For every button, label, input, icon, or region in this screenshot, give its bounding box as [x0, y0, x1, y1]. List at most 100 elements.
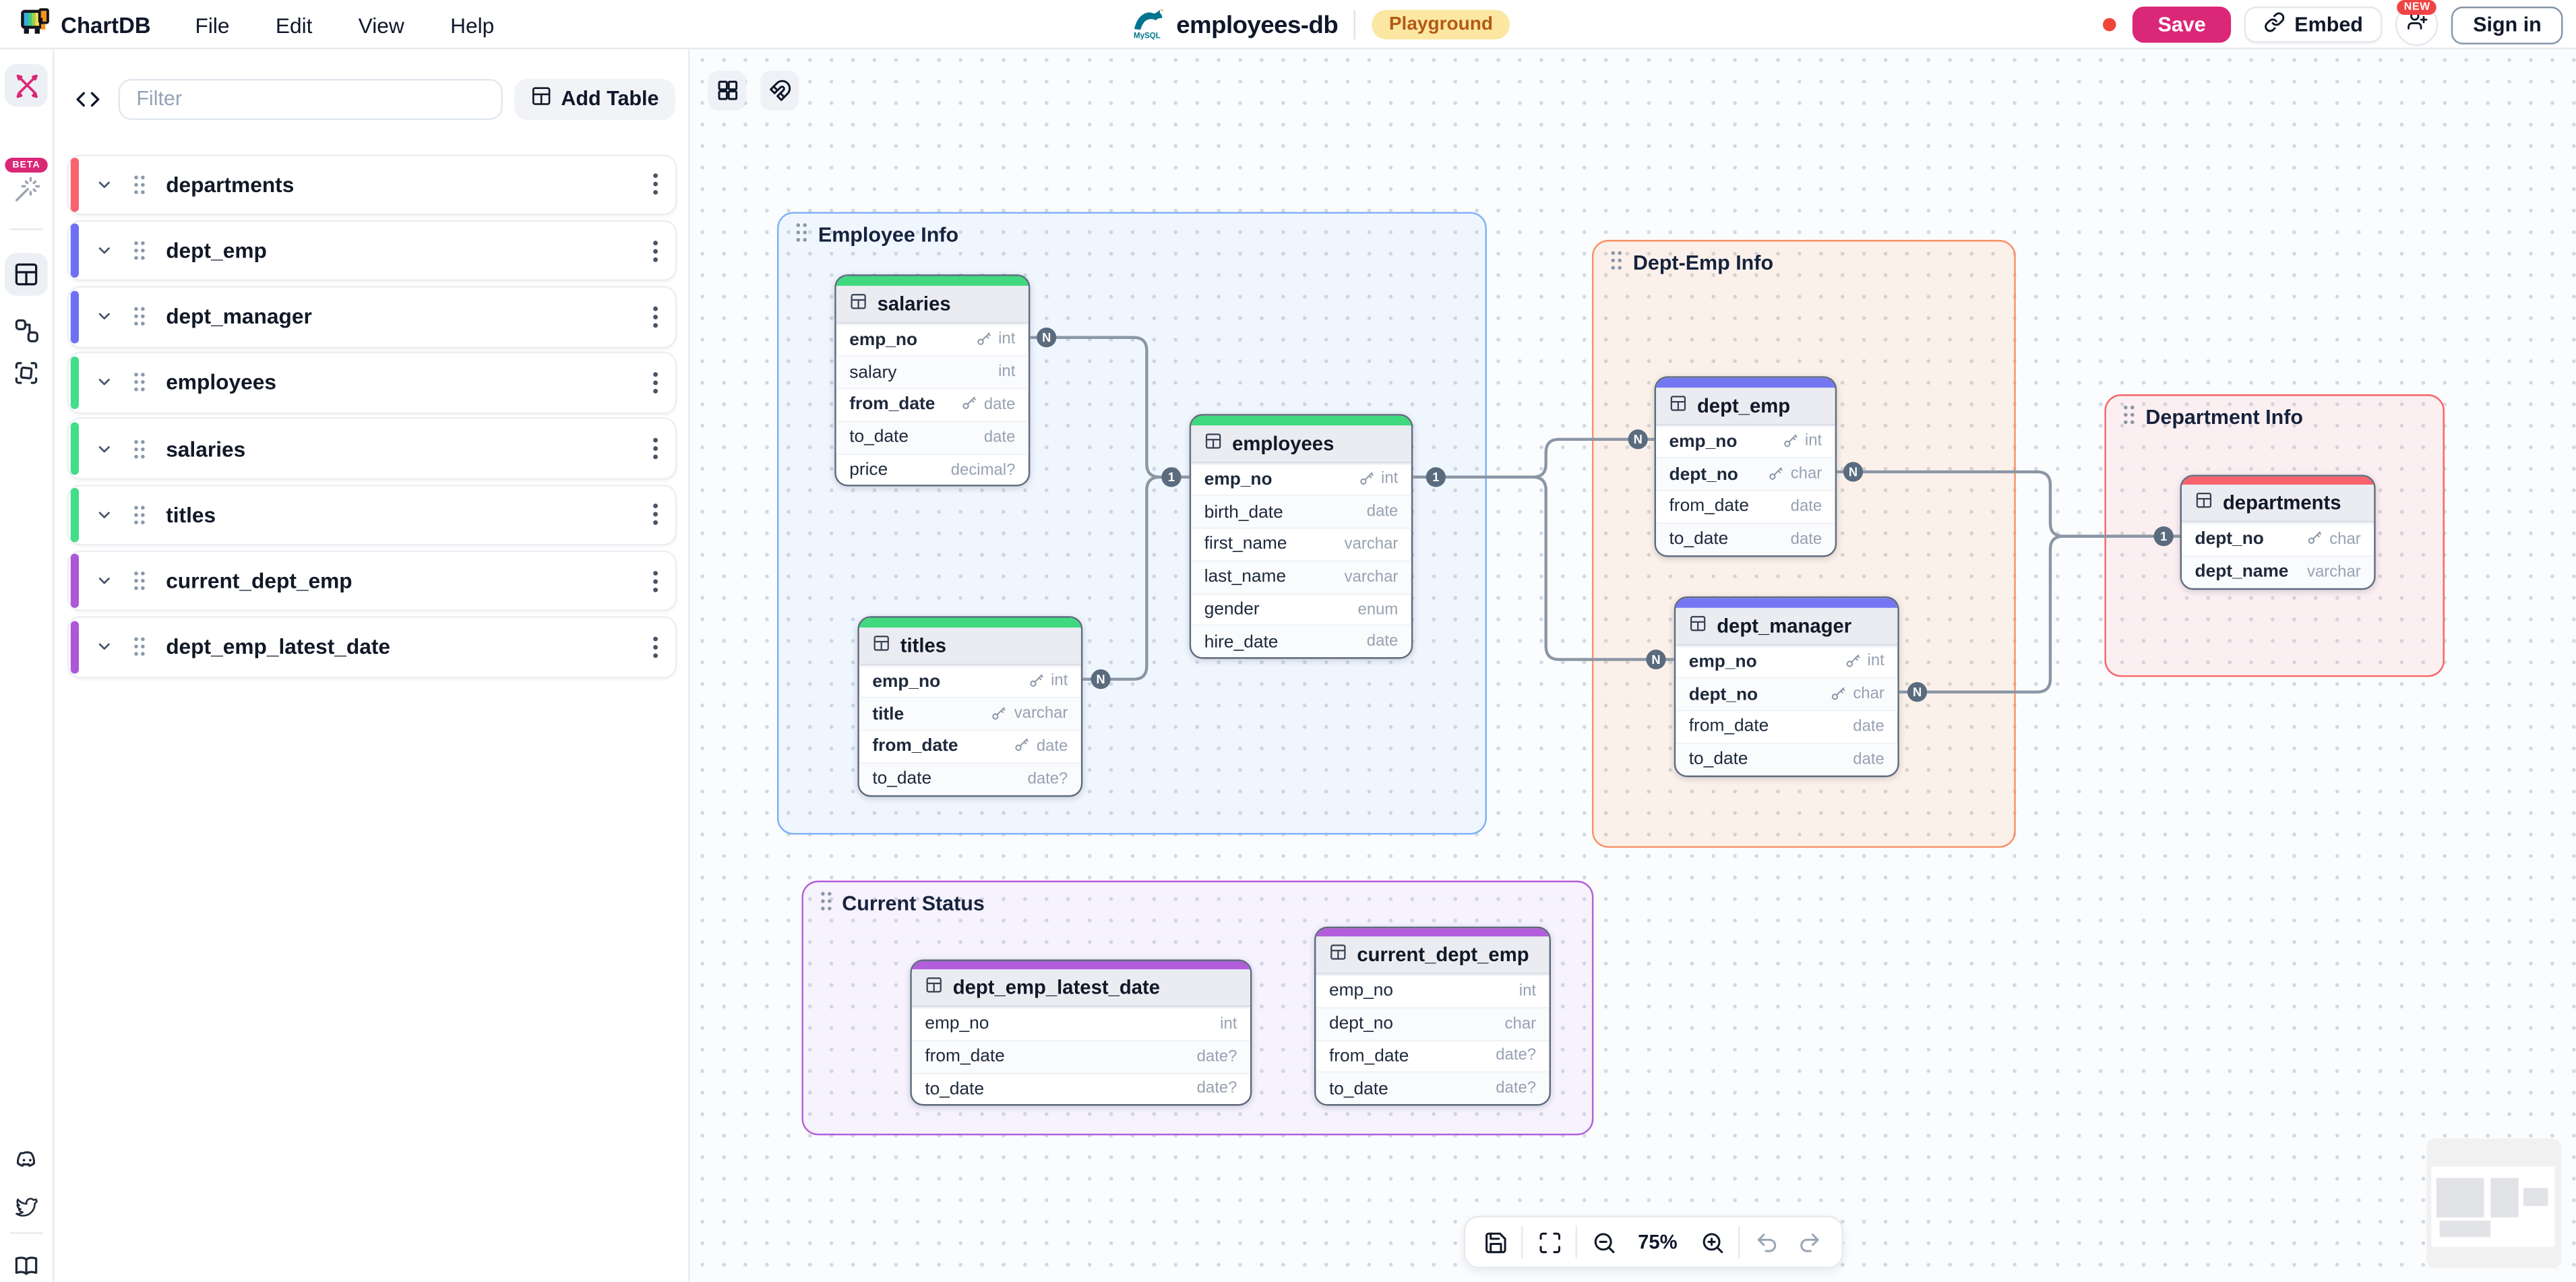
- table-header[interactable]: dept_emp: [1656, 387, 1835, 425]
- table-header[interactable]: employees: [1191, 425, 1411, 463]
- field-row-hire_date[interactable]: hire_date date: [1191, 625, 1411, 658]
- sidebar-item-dept_emp_latest_date[interactable]: dept_emp_latest_date: [67, 616, 677, 678]
- zoom-level[interactable]: 75%: [1638, 1230, 1678, 1254]
- sidebar-item-salaries[interactable]: salaries: [67, 418, 677, 480]
- drag-handle-icon[interactable]: [1608, 249, 1623, 275]
- field-row-emp_no[interactable]: emp_no int: [1316, 974, 1550, 1006]
- chevron-down-icon[interactable]: [95, 638, 113, 656]
- undo-icon[interactable]: [1745, 1221, 1787, 1263]
- save-button[interactable]: Save: [2133, 6, 2231, 43]
- menu-help[interactable]: Help: [450, 12, 495, 37]
- chevron-down-icon[interactable]: [95, 572, 113, 590]
- table-menu-icon[interactable]: [652, 503, 659, 526]
- diagram-table-dept_manager[interactable]: dept_manager emp_no int dept_no char from_dat…: [1674, 596, 1899, 777]
- field-row-dept_no[interactable]: dept_no char: [2182, 522, 2374, 555]
- chevron-down-icon[interactable]: [95, 506, 113, 524]
- table-header[interactable]: dept_emp_latest_date: [911, 969, 1250, 1008]
- drag-handle-icon[interactable]: [818, 890, 832, 916]
- chartdb-editor-icon[interactable]: [5, 64, 48, 107]
- field-row-gender[interactable]: gender enum: [1191, 592, 1411, 625]
- drag-handle-icon[interactable]: [131, 240, 146, 262]
- menu-edit[interactable]: Edit: [275, 12, 313, 37]
- field-row-emp_no[interactable]: emp_no int: [1656, 425, 1835, 457]
- field-row-from_date[interactable]: from_date date: [859, 729, 1081, 762]
- zoom-out-icon[interactable]: [1582, 1221, 1624, 1263]
- field-row-from_date[interactable]: from_date date: [1676, 710, 1898, 742]
- sidebar-item-departments[interactable]: departments: [67, 154, 677, 216]
- diagram-table-salaries[interactable]: salaries emp_no int salary int from_date date t…: [834, 274, 1031, 487]
- field-row-salary[interactable]: salary int: [836, 355, 1029, 388]
- table-menu-icon[interactable]: [652, 173, 659, 196]
- table-header[interactable]: salaries: [836, 284, 1029, 323]
- table-menu-icon[interactable]: [652, 305, 659, 328]
- chevron-down-icon[interactable]: [95, 307, 113, 326]
- diagram-table-dept_emp[interactable]: dept_emp emp_no int dept_no char from_date dat…: [1654, 376, 1837, 557]
- sidebar-item-dept_manager[interactable]: dept_manager: [67, 286, 677, 348]
- diagram-table-dept_emp_latest_date[interactable]: dept_emp_latest_date emp_no int from_date da…: [910, 958, 1252, 1107]
- drag-handle-icon[interactable]: [131, 504, 146, 526]
- table-header[interactable]: dept_manager: [1676, 607, 1898, 645]
- field-row-dept_no[interactable]: dept_no char: [1316, 1006, 1550, 1039]
- field-row-to_date[interactable]: to_date date?: [1316, 1072, 1550, 1105]
- fit-view-icon[interactable]: [1528, 1221, 1570, 1263]
- chevron-down-icon[interactable]: [95, 175, 113, 193]
- drag-handle-icon[interactable]: [2121, 403, 2136, 429]
- docs-book-icon[interactable]: [5, 1244, 47, 1282]
- drag-handle-icon[interactable]: [131, 438, 146, 460]
- field-row-to_date[interactable]: to_date date?: [911, 1072, 1250, 1105]
- twitter-icon[interactable]: [5, 1184, 47, 1227]
- menu-view[interactable]: View: [358, 12, 404, 37]
- drag-handle-icon[interactable]: [131, 372, 146, 394]
- minimap[interactable]: [2426, 1138, 2560, 1268]
- field-row-price[interactable]: price decimal?: [836, 452, 1029, 485]
- field-row-dept_no[interactable]: dept_no char: [1676, 677, 1898, 710]
- diagram-table-employees[interactable]: employees emp_no int birth_date date first_na…: [1189, 414, 1413, 660]
- diagram-table-departments[interactable]: departments dept_no char dept_name varchar: [2180, 474, 2376, 590]
- menu-file[interactable]: File: [195, 12, 230, 37]
- field-row-from_date[interactable]: from_date date: [836, 388, 1029, 420]
- embed-button[interactable]: Embed: [2243, 6, 2383, 43]
- chevron-down-icon[interactable]: [95, 241, 113, 260]
- diagram-table-titles[interactable]: titles emp_no int title varchar from_date date…: [857, 616, 1083, 797]
- chevron-down-icon[interactable]: [95, 373, 113, 392]
- diagram-table-current_dept_emp[interactable]: current_dept_emp emp_no int dept_no char from…: [1314, 925, 1551, 1106]
- field-row-emp_no[interactable]: emp_no int: [1676, 644, 1898, 677]
- table-header[interactable]: current_dept_emp: [1316, 936, 1550, 975]
- field-row-dept_no[interactable]: dept_no char: [1656, 457, 1835, 490]
- field-row-from_date[interactable]: from_date date?: [911, 1039, 1250, 1072]
- filter-input[interactable]: [118, 78, 502, 119]
- diagram-name[interactable]: employees-db: [1176, 10, 1339, 39]
- drag-handle-icon[interactable]: [131, 636, 146, 658]
- field-row-to_date[interactable]: to_date date: [1656, 522, 1835, 555]
- areas-icon[interactable]: [5, 352, 47, 394]
- magic-wand-icon[interactable]: [5, 168, 47, 210]
- field-row-to_date[interactable]: to_date date: [1676, 742, 1898, 775]
- field-row-last_name[interactable]: last_name varchar: [1191, 559, 1411, 593]
- field-row-from_date[interactable]: from_date date: [1656, 489, 1835, 522]
- drag-handle-icon[interactable]: [131, 570, 146, 592]
- field-row-first_name[interactable]: first_name varchar: [1191, 527, 1411, 560]
- code-view-icon[interactable]: [67, 79, 107, 119]
- table-menu-icon[interactable]: [652, 239, 659, 262]
- drag-handle-icon[interactable]: [131, 306, 146, 328]
- field-row-to_date[interactable]: to_date date: [836, 420, 1029, 453]
- field-row-emp_no[interactable]: emp_no int: [911, 1007, 1250, 1039]
- magnet-icon[interactable]: [760, 70, 799, 109]
- tables-icon[interactable]: [5, 253, 48, 296]
- add-table-button[interactable]: Add Table: [513, 78, 675, 119]
- table-menu-icon[interactable]: [652, 570, 659, 592]
- sidebar-item-titles[interactable]: titles: [67, 484, 677, 546]
- field-row-emp_no[interactable]: emp_no int: [859, 664, 1081, 697]
- drag-handle-icon[interactable]: [131, 174, 146, 195]
- field-row-dept_name[interactable]: dept_name varchar: [2182, 555, 2374, 588]
- sidebar-item-current_dept_emp[interactable]: current_dept_emp: [67, 550, 677, 612]
- invite-user-button[interactable]: NEW: [2395, 0, 2439, 47]
- table-menu-icon[interactable]: [652, 371, 659, 394]
- field-row-from_date[interactable]: from_date date?: [1316, 1039, 1550, 1072]
- sidebar-item-dept_emp[interactable]: dept_emp: [67, 220, 677, 282]
- chevron-down-icon[interactable]: [95, 439, 113, 458]
- diagram-canvas[interactable]: Employee Info Dept-Emp Info Department Inf…: [690, 49, 2576, 1282]
- save-diagram-icon[interactable]: [1473, 1221, 1516, 1263]
- drag-handle-icon[interactable]: [793, 221, 808, 247]
- sign-in-button[interactable]: Sign in: [2451, 5, 2563, 44]
